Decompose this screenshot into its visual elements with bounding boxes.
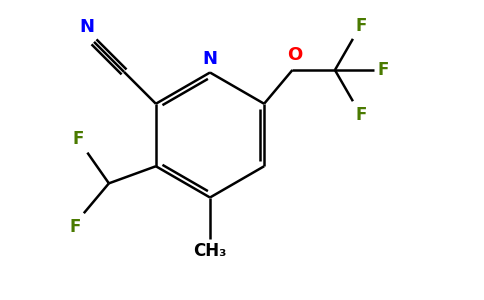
Text: F: F: [355, 106, 367, 124]
Text: O: O: [287, 46, 302, 64]
Text: F: F: [70, 218, 81, 236]
Text: F: F: [72, 130, 83, 148]
Text: CH₃: CH₃: [193, 242, 227, 260]
Text: F: F: [355, 17, 367, 35]
Text: N: N: [202, 50, 217, 68]
Text: F: F: [378, 61, 389, 79]
Text: N: N: [79, 18, 94, 36]
